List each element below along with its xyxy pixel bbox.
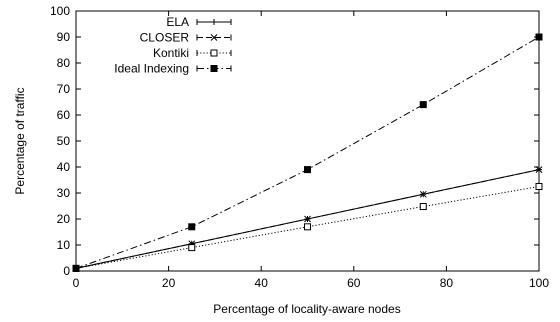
y-tick-label: 90 bbox=[57, 30, 71, 44]
y-tick-label: 10 bbox=[57, 238, 71, 252]
data-point-ideal-indexing bbox=[188, 223, 196, 231]
data-point-ideal-indexing bbox=[304, 166, 311, 174]
y-tick-label: 70 bbox=[57, 82, 71, 96]
legend-item-kontiki: Kontiki bbox=[153, 46, 232, 60]
legend-swatch-marker bbox=[210, 65, 218, 72]
data-point-kontiki bbox=[535, 183, 543, 190]
x-tick-label: 20 bbox=[162, 276, 176, 290]
legend-item-closer: CLOSER bbox=[140, 31, 232, 45]
legend-label: ELA bbox=[166, 15, 189, 29]
y-tick-label: 60 bbox=[57, 108, 71, 122]
legend-swatch-marker bbox=[211, 19, 217, 25]
axis-ticks bbox=[75, 10, 540, 272]
x-tick-labels: 0 20 40 60 80 100 bbox=[73, 276, 550, 290]
y-tick-label: 50 bbox=[57, 134, 71, 148]
legend-label: CLOSER bbox=[140, 31, 190, 45]
data-point-ideal-indexing bbox=[72, 264, 80, 272]
data-point-kontiki bbox=[188, 244, 196, 252]
data-point-kontiki bbox=[304, 223, 311, 231]
data-point-closer bbox=[304, 215, 311, 223]
series-markers bbox=[72, 33, 543, 272]
plot-frame bbox=[75, 10, 540, 272]
legend-item-ideal-indexing: Ideal Indexing bbox=[114, 62, 232, 76]
x-tick-label: 80 bbox=[440, 276, 454, 290]
data-point-ideal-indexing bbox=[419, 101, 427, 109]
data-point-closer bbox=[419, 190, 427, 198]
y-tick-label: 20 bbox=[57, 212, 71, 226]
legend-item-ela: ELA bbox=[166, 15, 232, 29]
y-tick-label: 100 bbox=[50, 4, 70, 18]
y-tick-label: 30 bbox=[57, 186, 71, 200]
x-axis-title: Percentage of locality-aware nodes bbox=[213, 302, 400, 316]
y-axis-title: Percentage of traffic bbox=[13, 87, 27, 194]
x-tick-label: 0 bbox=[73, 276, 80, 290]
x-tick-label: 40 bbox=[255, 276, 269, 290]
y-tick-labels: 0 10 20 30 40 50 60 70 80 90 100 bbox=[50, 4, 70, 278]
legend-swatch-marker bbox=[210, 34, 218, 41]
x-tick-label: 60 bbox=[347, 276, 361, 290]
legend-swatch-marker bbox=[210, 49, 218, 57]
data-point-ideal-indexing bbox=[535, 33, 543, 41]
y-tick-label: 0 bbox=[63, 264, 70, 278]
data-point-kontiki bbox=[419, 203, 427, 211]
legend-label: Ideal Indexing bbox=[114, 62, 189, 76]
y-tick-label: 80 bbox=[57, 56, 71, 70]
y-tick-label: 40 bbox=[57, 160, 71, 174]
legend-label: Kontiki bbox=[153, 46, 189, 60]
x-tick-label: 100 bbox=[529, 276, 549, 290]
data-point-closer bbox=[535, 166, 543, 173]
